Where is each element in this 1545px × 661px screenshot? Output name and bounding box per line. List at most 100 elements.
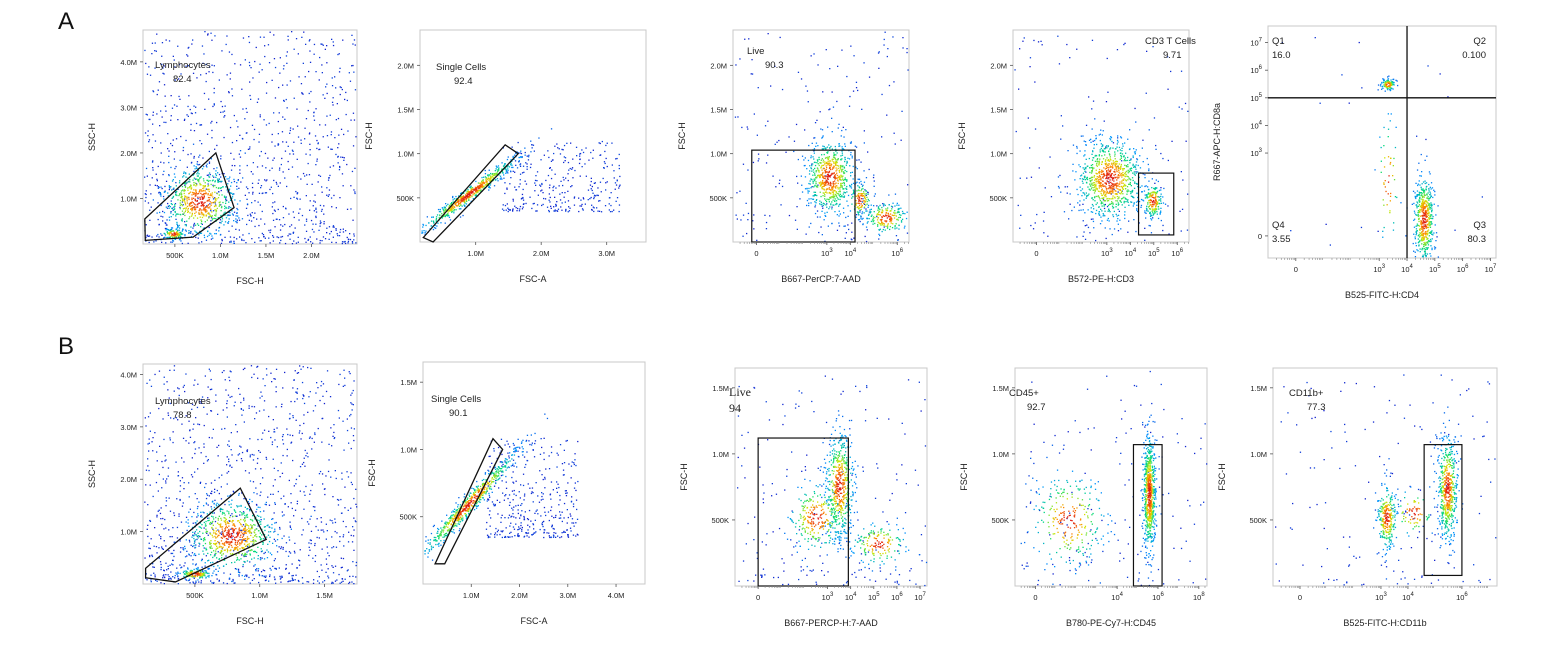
event-dot xyxy=(203,204,205,207)
event-dot xyxy=(212,186,215,188)
event-dot xyxy=(827,158,829,160)
event-dot xyxy=(881,206,883,209)
event-dot xyxy=(459,216,462,218)
event-dot xyxy=(180,197,183,199)
event-dot xyxy=(851,183,853,186)
event-dot xyxy=(842,178,844,180)
event-dot xyxy=(172,213,174,216)
event-dot xyxy=(335,119,337,121)
event-dot xyxy=(454,203,456,206)
event-dot xyxy=(170,230,172,233)
event-dot xyxy=(264,152,267,155)
event-dot xyxy=(519,165,522,167)
event-dot xyxy=(866,196,868,198)
event-dot xyxy=(468,194,470,196)
event-dot xyxy=(335,228,337,230)
event-dot xyxy=(1114,163,1116,165)
event-dot xyxy=(739,190,741,192)
event-dot xyxy=(326,115,328,117)
event-dot xyxy=(161,55,163,57)
event-dot xyxy=(201,143,203,145)
event-dot xyxy=(833,154,835,156)
event-dot xyxy=(478,190,480,192)
event-dot xyxy=(219,234,222,236)
event-dot xyxy=(332,41,334,43)
event-dot xyxy=(1159,199,1161,201)
event-dot xyxy=(735,64,737,66)
event-dot xyxy=(809,170,811,172)
event-dot xyxy=(860,208,862,211)
event-dot xyxy=(1094,200,1096,202)
event-dot xyxy=(553,206,555,208)
event-dot xyxy=(179,98,181,100)
event-dot xyxy=(205,193,207,195)
event-dot xyxy=(1034,222,1036,224)
event-dot xyxy=(509,183,511,185)
event-dot xyxy=(899,216,901,219)
event-dot xyxy=(858,211,860,213)
event-dot xyxy=(841,150,843,152)
event-dot xyxy=(155,240,157,242)
event-dot xyxy=(213,201,215,204)
event-dot xyxy=(338,134,340,136)
event-dot xyxy=(1149,202,1151,204)
event-dot xyxy=(855,81,858,83)
event-dot xyxy=(349,233,351,235)
event-dot xyxy=(269,231,271,234)
event-dot xyxy=(166,231,168,233)
event-dot xyxy=(1160,207,1162,209)
event-dot xyxy=(201,196,204,199)
event-dot xyxy=(1091,39,1094,41)
event-dot xyxy=(550,128,553,130)
event-dot xyxy=(870,215,872,217)
event-dot xyxy=(1098,134,1100,136)
event-dot xyxy=(606,142,608,144)
event-dot xyxy=(240,181,242,183)
event-dot xyxy=(891,218,893,220)
event-dot xyxy=(188,187,190,189)
event-dot xyxy=(269,242,271,244)
event-dot xyxy=(196,184,198,186)
event-dot xyxy=(208,172,211,174)
event-dot xyxy=(894,214,896,216)
event-dot xyxy=(862,200,864,202)
event-dot xyxy=(867,151,869,153)
event-dot xyxy=(193,203,196,205)
event-dot xyxy=(317,143,319,145)
event-dot xyxy=(887,226,889,228)
event-dot xyxy=(839,195,841,198)
event-dot xyxy=(221,50,223,52)
event-dot xyxy=(186,54,188,56)
event-dot xyxy=(275,218,277,220)
event-dot xyxy=(890,205,893,207)
event-dot xyxy=(503,174,505,176)
event-dot xyxy=(1152,209,1154,211)
event-dot xyxy=(201,214,203,216)
event-dot xyxy=(880,224,882,226)
event-dot xyxy=(840,184,842,186)
event-dot xyxy=(847,224,849,226)
event-dot xyxy=(827,151,829,153)
event-dot xyxy=(305,153,307,155)
event-dot xyxy=(524,147,526,149)
event-dot xyxy=(483,182,485,184)
event-dot xyxy=(229,192,231,194)
event-dot xyxy=(739,58,741,60)
event-dot xyxy=(831,191,833,193)
event-dot xyxy=(168,219,171,221)
y-tick-label: 1.0M xyxy=(397,150,414,159)
event-dot xyxy=(594,182,596,184)
event-dot xyxy=(200,189,202,191)
event-dot xyxy=(535,210,537,212)
event-dot xyxy=(211,219,214,221)
event-dot xyxy=(1093,176,1095,178)
event-dot xyxy=(165,121,167,124)
event-dot xyxy=(180,233,182,235)
event-dot xyxy=(863,192,865,195)
event-dot xyxy=(817,163,819,165)
event-dot xyxy=(209,201,212,203)
event-dot xyxy=(1132,195,1134,198)
event-dot xyxy=(481,182,483,184)
event-dot xyxy=(592,192,594,194)
event-dot xyxy=(335,87,337,89)
